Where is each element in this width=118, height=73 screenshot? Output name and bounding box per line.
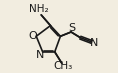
Text: NH₂: NH₂ — [29, 4, 49, 14]
Text: S: S — [68, 23, 75, 33]
Text: CH₃: CH₃ — [54, 61, 73, 71]
Text: O: O — [28, 31, 37, 41]
Text: N: N — [36, 50, 45, 60]
Text: N: N — [90, 38, 98, 48]
